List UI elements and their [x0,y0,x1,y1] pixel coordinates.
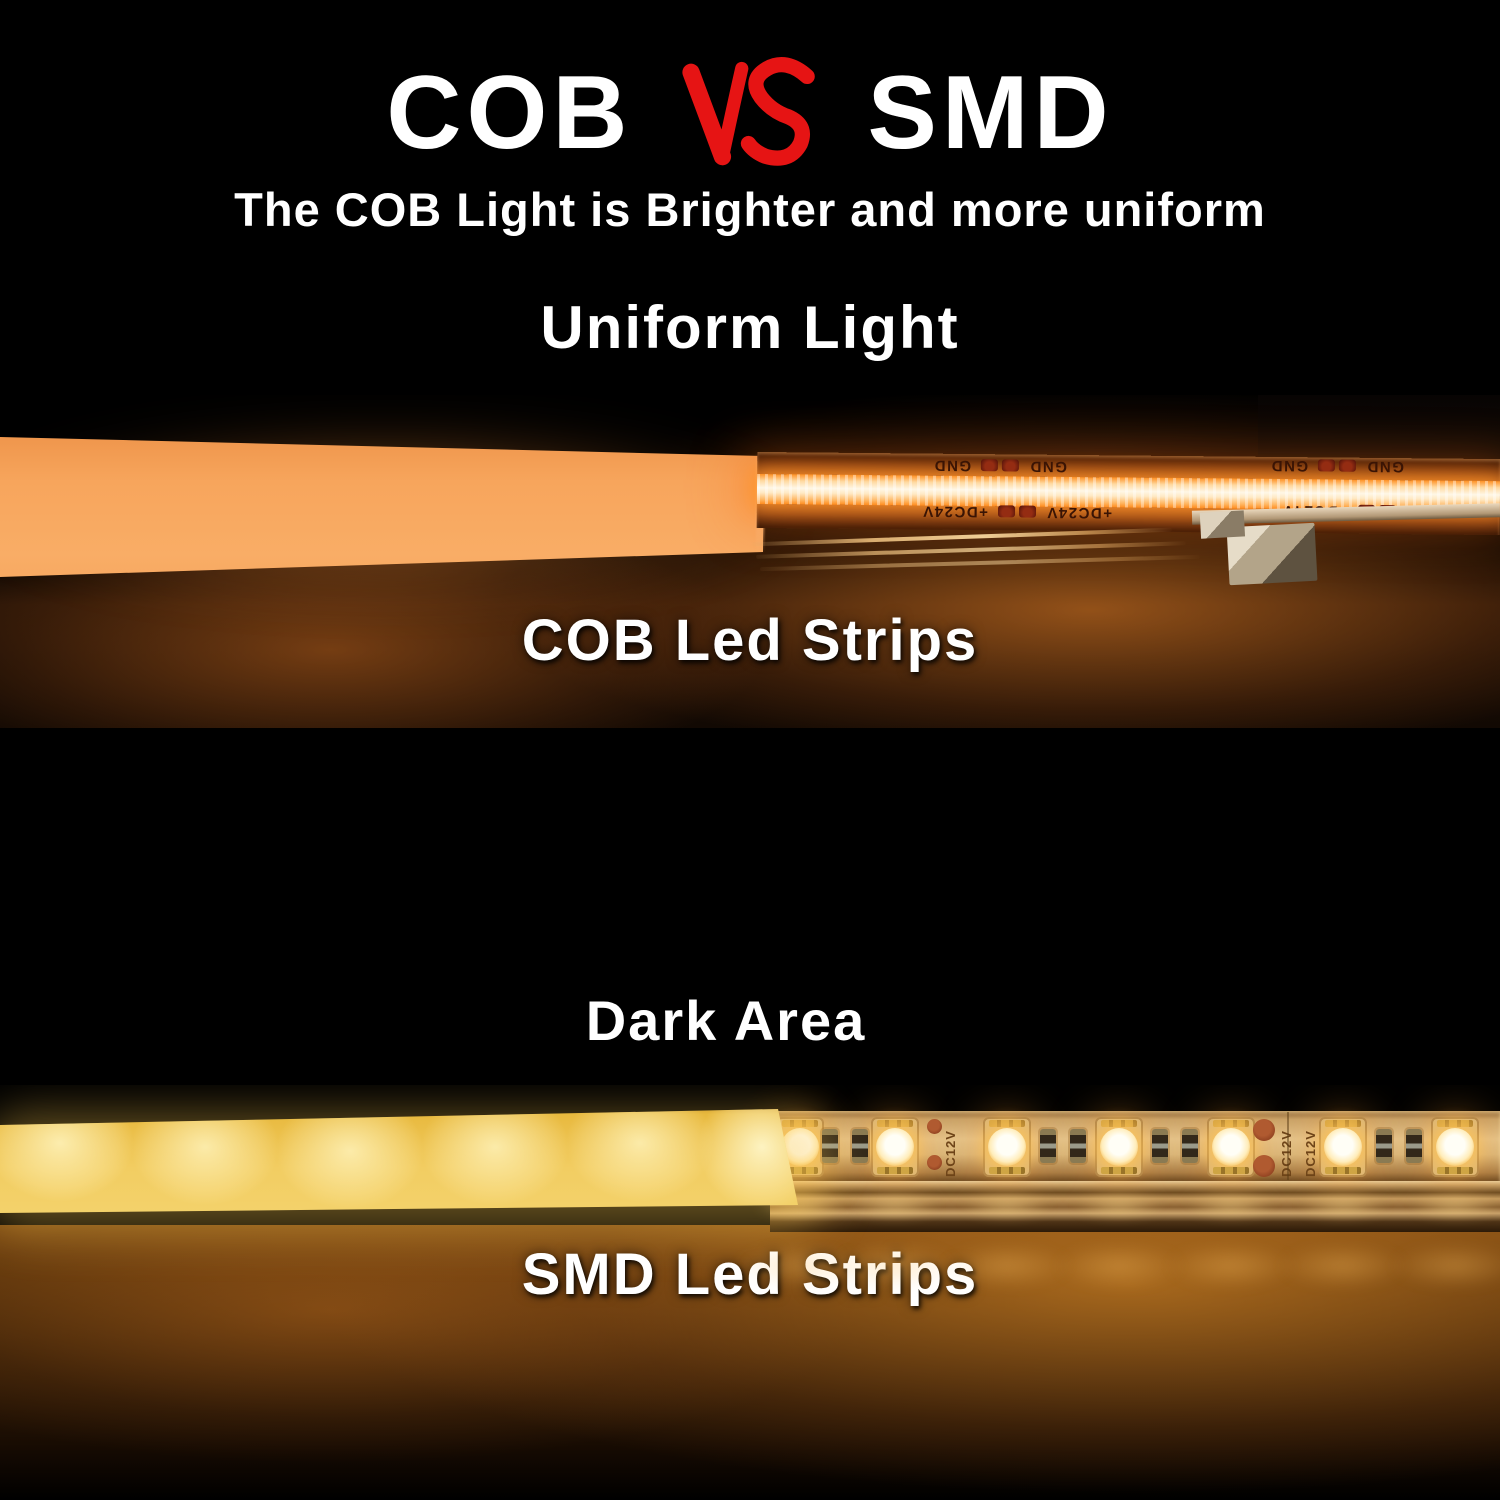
cob-diffuser-strip [0,437,763,577]
smd-caption: SMD Led Strips [521,1242,977,1307]
led-light-pool [735,1243,865,1289]
led-reflection [1298,1193,1388,1219]
cob-photo: GND GND +DC24V +DC24V GND GND +DC24V +DC… [0,395,1500,728]
smd-cut-solder-pad [927,1119,942,1134]
smd-led [1095,1117,1143,1177]
smd-cut-solder-pad [927,1155,942,1170]
led-light-pool [942,1243,1072,1289]
uniform-light-heading: Uniform Light [540,294,960,361]
led-reflection [1410,1193,1500,1219]
page-title: COB VS SMD [0,52,1500,174]
smd-resistor [1376,1129,1392,1163]
dark-area-label: Dark Area [585,989,867,1052]
pcb-marking-power: +DC24V +DC24V [921,502,1113,522]
led-light-pool [1054,1243,1184,1289]
solder-pads [1318,459,1357,473]
pcb-marking-gnd: GND GND [933,456,1067,475]
smd-led-dome [988,1128,1026,1166]
solder-pads [997,505,1036,519]
smd-diffuser-strip [0,1109,798,1213]
vs-brush-icon: VS [660,51,839,179]
pcb-marking-power: DC12V [1303,1130,1318,1177]
led-light-pool [830,1243,960,1289]
smd-cut-line [1287,1112,1289,1180]
smd-resistor [1152,1129,1168,1163]
cob-caption: COB Led Strips [521,608,979,673]
smd-led [983,1117,1031,1177]
smd-cut-solder-pad [1253,1155,1275,1177]
title-smd: SMD [867,55,1114,171]
smd-resistor [1406,1129,1422,1163]
smd-resistor [822,1129,838,1163]
smd-led [871,1117,919,1177]
smd-cut-solder-pad [1253,1119,1275,1141]
led-reflection [1186,1193,1276,1219]
led-light-pool [1390,1243,1500,1289]
subtitle: The COB Light is Brighter and more unifo… [234,183,1266,236]
led-light-pool [1166,1243,1296,1289]
pcb-marking-gnd: GND GND [1270,456,1405,476]
smd-resistor [852,1129,868,1163]
smd-photo: DC12VDC12VDC12V SMD Led Strips [0,1085,1500,1500]
smd-led [1319,1117,1367,1177]
smd-resistor [1070,1129,1086,1163]
led-light-pool [1278,1243,1408,1289]
title-cob: COB [386,55,633,171]
aluminum-channel-end [1226,522,1318,586]
smd-resistor [1040,1129,1056,1163]
pcb-marking-power: DC12V [943,1130,958,1177]
led-reflection [1074,1193,1164,1219]
table-surface [0,1225,1500,1500]
led-reflection [850,1193,940,1219]
smd-led [1431,1117,1479,1177]
smd-resistor [1182,1129,1198,1163]
smd-led-dome [1324,1128,1362,1166]
smd-components: DC12VDC12VDC12V [0,1085,1500,1500]
solder-pads [981,459,1020,472]
smd-led-dome [1436,1128,1474,1166]
smd-led-dome [1100,1128,1138,1166]
smd-led [1207,1117,1255,1177]
smd-led-dome [1212,1128,1250,1166]
led-reflection [962,1193,1052,1219]
smd-led-dome [876,1128,914,1166]
